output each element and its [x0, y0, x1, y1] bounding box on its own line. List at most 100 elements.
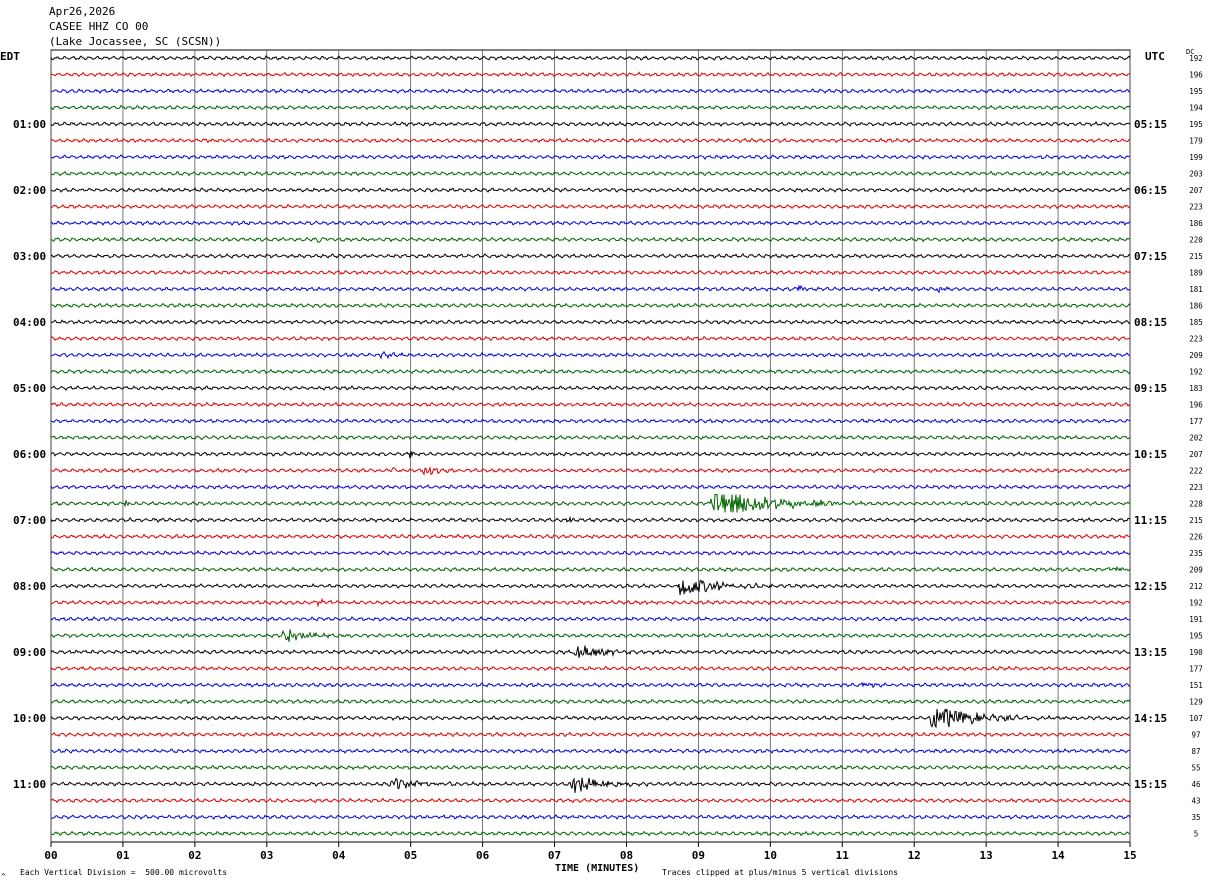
trace-line [50, 220, 1131, 226]
dc-offset-label: 207 [1189, 450, 1203, 459]
trace-line [50, 170, 1131, 177]
right-hour-label: 09:15 [1134, 382, 1167, 395]
x-tick-label: 13 [980, 849, 993, 862]
x-tick-label: 15 [1123, 849, 1136, 862]
trace-line [51, 830, 1130, 837]
dc-header-label: DC [1186, 48, 1195, 56]
header-location: (Lake Jocassee, SC (SCSN)) [49, 35, 222, 48]
left-hour-label: 03:00 [13, 250, 46, 263]
right-hour-label: 05:15 [1134, 118, 1167, 131]
dc-offset-label: 195 [1189, 120, 1203, 129]
trace-line [50, 318, 1131, 325]
dc-offset-label: 222 [1189, 467, 1203, 476]
dc-offset-label: 215 [1189, 252, 1203, 261]
trace-line [50, 764, 1130, 771]
dc-offset-label: 223 [1189, 335, 1203, 344]
trace-line [50, 203, 1131, 210]
right-hour-label: 11:15 [1134, 514, 1167, 527]
dc-offset-label: 129 [1189, 698, 1203, 707]
trace-line [50, 450, 1131, 459]
right-hour-label: 07:15 [1134, 250, 1167, 263]
x-tick-label: 12 [908, 849, 921, 862]
dc-offset-label: 191 [1189, 615, 1203, 624]
right-hour-label: 14:15 [1134, 712, 1167, 725]
right-hour-label: 10:15 [1134, 448, 1167, 461]
left-hour-label: 10:00 [13, 712, 46, 725]
header-date: Apr26,2026 [49, 5, 116, 18]
left-hour-label: 09:00 [13, 646, 46, 659]
trace-line [50, 137, 1131, 144]
trace-line [50, 777, 1131, 794]
dc-offset-label: 209 [1189, 351, 1203, 360]
left-hour-label: 01:00 [13, 118, 46, 131]
trace-line [50, 187, 1131, 193]
x-tick-label: 09 [692, 849, 705, 862]
right-hour-label: 06:15 [1134, 184, 1167, 197]
trace-line [50, 269, 1131, 276]
dc-offset-label: 215 [1189, 516, 1203, 525]
dc-offset-label: 209 [1189, 566, 1203, 575]
dc-offset-label: 35 [1191, 813, 1200, 822]
left-hour-label: 11:00 [13, 778, 46, 791]
dc-offset-label: 212 [1189, 582, 1203, 591]
dc-offset-label: 202 [1189, 434, 1203, 443]
trace-line [50, 55, 1131, 61]
trace-line [50, 484, 1131, 490]
trace-line [50, 335, 1131, 342]
dc-offset-label: 223 [1189, 203, 1203, 212]
trace-line [50, 549, 1131, 557]
trace-line [50, 665, 1131, 672]
right-hour-label: 08:15 [1134, 316, 1167, 329]
dc-offset-label: 5 [1194, 830, 1199, 839]
clip-note: Traces clipped at plus/minus 5 vertical … [662, 868, 899, 877]
dc-offset-label: 179 [1189, 137, 1203, 146]
x-tick-label: 05 [404, 849, 417, 862]
dc-offset-label: 190 [1189, 648, 1203, 657]
dc-offset-label: 199 [1189, 153, 1203, 162]
trace-line [50, 120, 1131, 127]
x-tick-label: 10 [764, 849, 777, 862]
dc-offset-label: 87 [1191, 747, 1200, 756]
trace-line [50, 515, 1131, 524]
trace-line [50, 616, 1131, 622]
dc-offset-label: 195 [1189, 87, 1203, 96]
left-hour-label: 02:00 [13, 184, 46, 197]
trace-line [50, 154, 1131, 161]
dc-offset-label: 189 [1189, 269, 1203, 278]
trace-line [50, 236, 1131, 243]
trace-line [50, 401, 1131, 408]
x-tick-label: 14 [1051, 849, 1065, 862]
right-hour-label: 15:15 [1134, 778, 1167, 791]
trace-line [50, 284, 1131, 294]
x-tick-label: 11 [836, 849, 850, 862]
dc-offset-label: 55 [1191, 764, 1200, 773]
dc-offset-label: 177 [1189, 417, 1203, 426]
left-hour-label: 04:00 [13, 316, 46, 329]
dc-offset-label: 203 [1189, 170, 1203, 179]
corner-mark: ^ [1, 872, 6, 881]
trace-line [50, 814, 1131, 820]
trace-line [50, 104, 1131, 111]
dc-offset-label: 228 [1189, 500, 1203, 509]
trace-line [50, 252, 1131, 259]
dc-offset-label: 43 [1191, 797, 1200, 806]
dc-offset-label: 195 [1189, 632, 1203, 641]
trace-line [50, 418, 1131, 424]
trace-line [50, 708, 1131, 729]
trace-line [50, 645, 1131, 658]
dc-offset-label: 46 [1191, 780, 1201, 789]
dc-offset-label: 196 [1189, 71, 1203, 80]
left-hour-label: 07:00 [13, 514, 46, 527]
scale-note: Each Vertical Division = 500.00 microvol… [20, 868, 228, 877]
dc-offset-label: 192 [1189, 54, 1203, 63]
left-hour-label: 05:00 [13, 382, 46, 395]
dc-offset-label: 194 [1189, 104, 1203, 113]
dc-offset-label: 107 [1189, 714, 1203, 723]
left-hour-label: 06:00 [13, 448, 46, 461]
dc-offset-label: 97 [1191, 731, 1200, 740]
trace-line [50, 350, 1130, 360]
header-station: CASEE HHZ CO 00 [49, 20, 149, 33]
dc-offset-label: 226 [1189, 533, 1203, 542]
trace-line [50, 597, 1131, 608]
